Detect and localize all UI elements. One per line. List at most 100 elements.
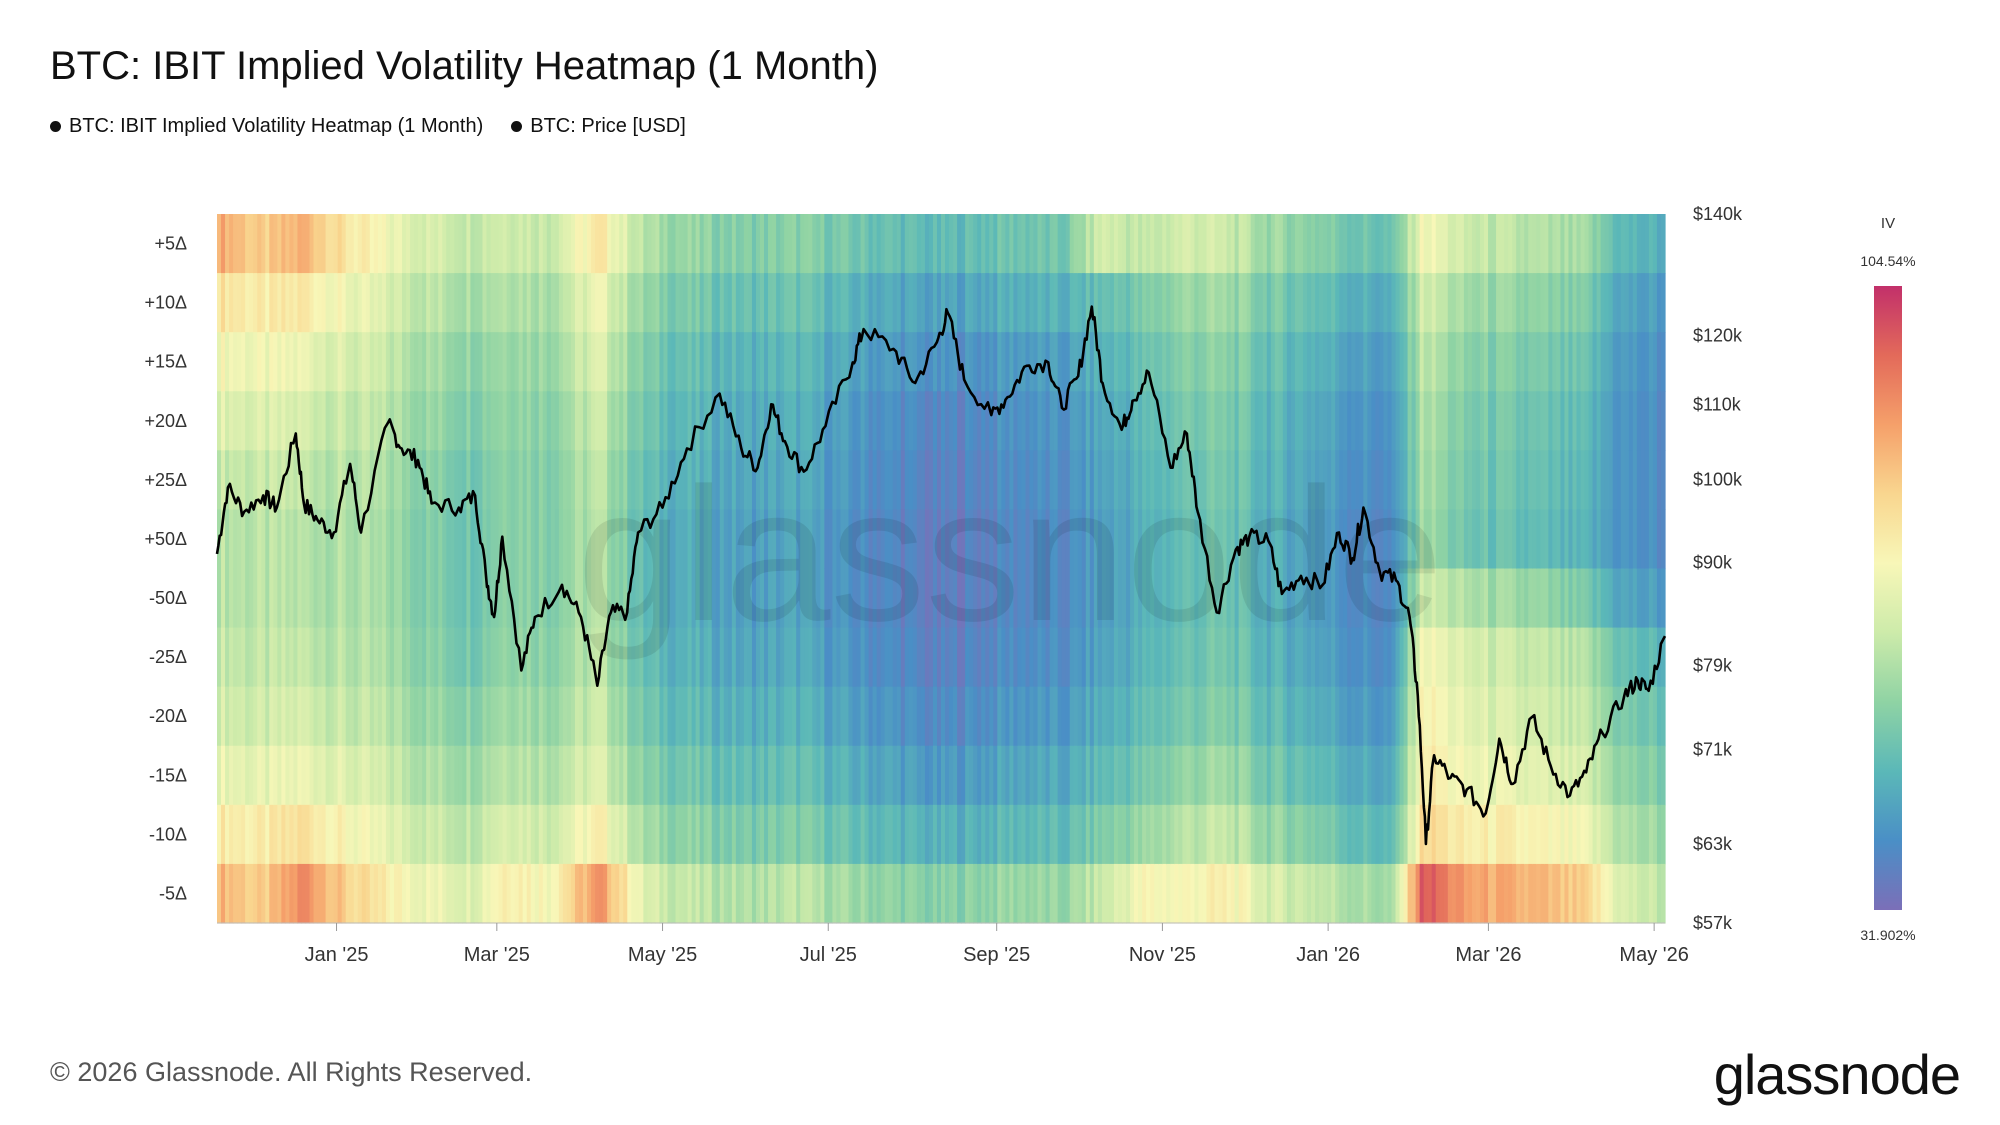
heatmap-cell — [1202, 332, 1208, 392]
heatmap-cell — [1307, 627, 1312, 688]
heatmap-cell — [1532, 745, 1537, 806]
heatmap-cell — [1427, 627, 1433, 688]
heatmap-cell — [683, 686, 689, 747]
heatmap-cell — [406, 450, 411, 511]
heatmap-cell — [542, 863, 548, 924]
heatmap-cell — [1548, 804, 1553, 865]
heatmap-cell — [1009, 568, 1014, 629]
heatmap-cell — [1166, 214, 1171, 274]
heatmap-cell — [1532, 509, 1537, 570]
delta-tick-label: -25Δ — [149, 647, 187, 667]
heatmap-cell — [1057, 273, 1063, 333]
heatmap-cell — [703, 568, 709, 629]
heatmap-cell — [1475, 332, 1481, 392]
legend-item-heatmap[interactable]: BTC: IBIT Implied Volatility Heatmap (1 … — [50, 115, 483, 138]
heatmap-cell — [1242, 332, 1248, 392]
heatmap-cell — [554, 214, 560, 274]
x-tick-label: Sep '25 — [963, 944, 1030, 966]
heatmap-cell — [1146, 863, 1151, 924]
legend-item-price[interactable]: BTC: Price [USD] — [511, 115, 686, 138]
heatmap-cell — [828, 332, 833, 392]
heatmap-cell — [1371, 804, 1376, 865]
heatmap-cell — [289, 627, 295, 688]
heatmap-cell — [1202, 745, 1208, 806]
heatmap-cell — [651, 745, 657, 806]
heatmap-cell — [945, 509, 950, 570]
heatmap-cell — [916, 450, 922, 511]
heatmap-cell — [1093, 273, 1099, 333]
heatmap-cell — [1170, 745, 1175, 806]
heatmap-cell — [385, 627, 391, 688]
glassnode-logo[interactable]: glassnode — [1713, 1043, 1961, 1106]
heatmap-cell — [546, 804, 552, 865]
heatmap-cell — [699, 391, 705, 451]
heatmap-cell — [1608, 273, 1614, 333]
heatmap-cell — [1109, 509, 1115, 570]
heatmap-cell — [1278, 332, 1284, 392]
heatmap-cell — [1644, 391, 1650, 451]
heatmap-cell — [735, 568, 741, 629]
heatmap-cell — [1250, 863, 1256, 924]
heatmap-cell — [1178, 509, 1183, 570]
heatmap-cell — [1520, 745, 1525, 806]
heatmap-cell — [1540, 509, 1545, 570]
heatmap-cell — [297, 686, 303, 747]
heatmap-cell — [1226, 863, 1232, 924]
heatmap-cell — [679, 214, 685, 274]
heatmap-cell — [1069, 745, 1075, 806]
heatmap-cell — [1560, 273, 1566, 333]
heatmap-cell — [261, 391, 266, 451]
heatmap-cell — [1648, 568, 1654, 629]
heatmap-cell — [426, 509, 431, 570]
heatmap-cell — [784, 568, 789, 629]
heatmap-cell — [784, 686, 789, 747]
heatmap-cell — [221, 686, 226, 747]
heatmap-cell — [892, 863, 898, 924]
heatmap-cell — [1540, 686, 1545, 747]
heatmap-cell — [671, 450, 677, 511]
heatmap-cell — [848, 863, 854, 924]
heatmap-cell — [1138, 745, 1143, 806]
heatmap-cell — [281, 391, 286, 451]
heatmap-cell — [583, 450, 588, 511]
heatmap-cell — [993, 273, 998, 333]
heatmap-cell — [615, 804, 620, 865]
heatmap-cell — [1033, 686, 1039, 747]
heatmap-cell — [1029, 804, 1035, 865]
heatmap-cell — [570, 627, 576, 688]
heatmap-cell — [486, 863, 492, 924]
heatmap-cell — [812, 273, 817, 333]
heatmap-cell — [804, 273, 809, 333]
heatmap-cell — [1009, 804, 1014, 865]
heatmap-cell — [1194, 686, 1200, 747]
heatmap-cell — [993, 391, 998, 451]
heatmap-cell — [844, 568, 850, 629]
heatmap-cell — [1182, 332, 1187, 392]
heatmap-cell — [1616, 273, 1622, 333]
heatmap-cell — [1101, 332, 1107, 392]
heatmap-cell — [1089, 627, 1095, 688]
heatmap-cell — [1202, 273, 1208, 333]
heatmap-cell — [764, 391, 769, 451]
heatmap-cell — [229, 686, 234, 747]
heatmap-cell — [1536, 627, 1541, 688]
heatmap-cell — [1435, 450, 1441, 511]
heatmap-cell — [285, 863, 290, 924]
heatmap-cell — [912, 332, 918, 392]
heatmap-cell — [1387, 273, 1393, 333]
heatmap-cell — [442, 214, 447, 274]
heatmap-cell — [462, 332, 467, 392]
heatmap-cell — [538, 804, 544, 865]
heatmap-cell — [981, 450, 986, 511]
heatmap-cell — [518, 568, 524, 629]
heatmap-cell — [490, 686, 496, 747]
heatmap-cell — [1053, 745, 1059, 806]
heatmap-cell — [1025, 568, 1031, 629]
heatmap-cell — [253, 214, 258, 274]
heatmap-cell — [1234, 686, 1240, 747]
heatmap-cell — [631, 332, 636, 392]
heatmap-cell — [1021, 863, 1027, 924]
heatmap-cell — [583, 863, 588, 924]
heatmap-cell — [313, 627, 319, 688]
heatmap-cell — [1459, 745, 1465, 806]
